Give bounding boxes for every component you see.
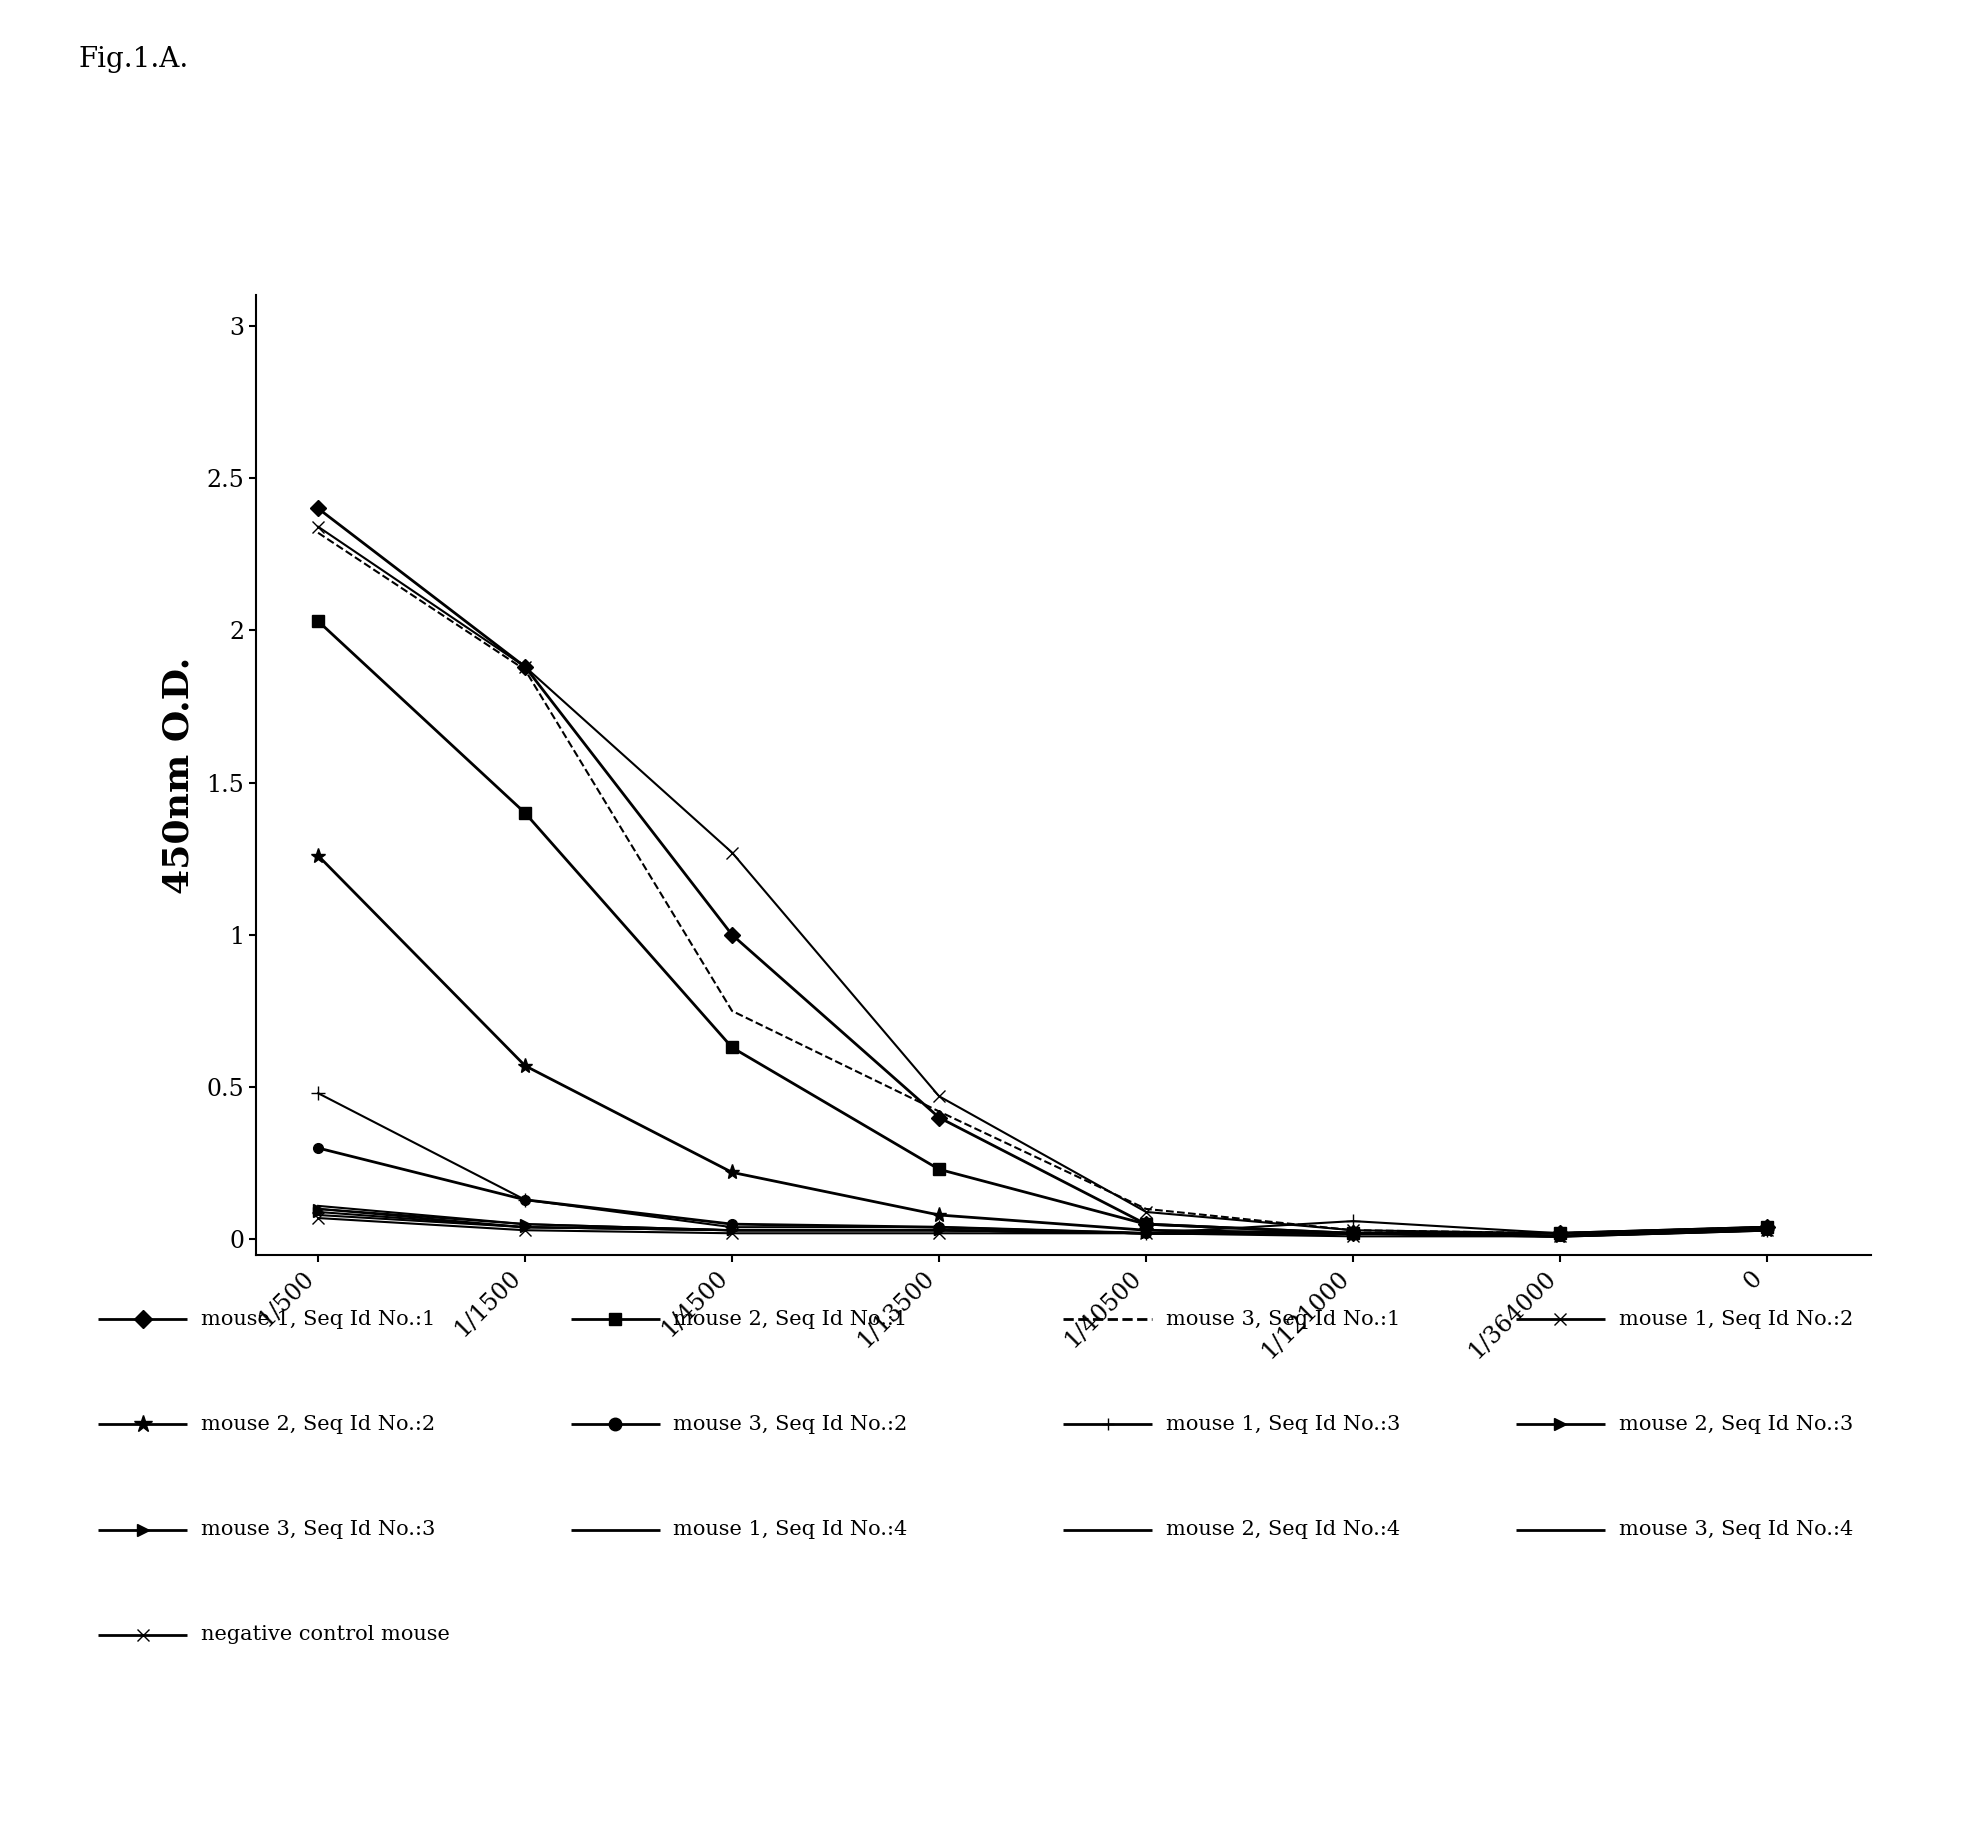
Text: mouse 3, Seq Id No.:2: mouse 3, Seq Id No.:2 xyxy=(673,1415,908,1434)
Text: mouse 3, Seq Id No.:3: mouse 3, Seq Id No.:3 xyxy=(201,1520,435,1539)
Text: mouse 2, Seq Id No.:1: mouse 2, Seq Id No.:1 xyxy=(673,1310,908,1328)
Text: mouse 3, Seq Id No.:1: mouse 3, Seq Id No.:1 xyxy=(1166,1310,1400,1328)
Text: negative control mouse: negative control mouse xyxy=(201,1625,449,1644)
Text: mouse 3, Seq Id No.:4: mouse 3, Seq Id No.:4 xyxy=(1619,1520,1853,1539)
Text: mouse 1, Seq Id No.:4: mouse 1, Seq Id No.:4 xyxy=(673,1520,908,1539)
Text: mouse 2, Seq Id No.:4: mouse 2, Seq Id No.:4 xyxy=(1166,1520,1400,1539)
Y-axis label: 450nm O.D.: 450nm O.D. xyxy=(161,657,195,893)
Text: mouse 1, Seq Id No.:1: mouse 1, Seq Id No.:1 xyxy=(201,1310,435,1328)
Text: mouse 2, Seq Id No.:3: mouse 2, Seq Id No.:3 xyxy=(1619,1415,1853,1434)
Text: mouse 1, Seq Id No.:3: mouse 1, Seq Id No.:3 xyxy=(1166,1415,1400,1434)
Text: mouse 2, Seq Id No.:2: mouse 2, Seq Id No.:2 xyxy=(201,1415,435,1434)
Text: mouse 1, Seq Id No.:2: mouse 1, Seq Id No.:2 xyxy=(1619,1310,1853,1328)
Text: Fig.1.A.: Fig.1.A. xyxy=(79,46,189,74)
